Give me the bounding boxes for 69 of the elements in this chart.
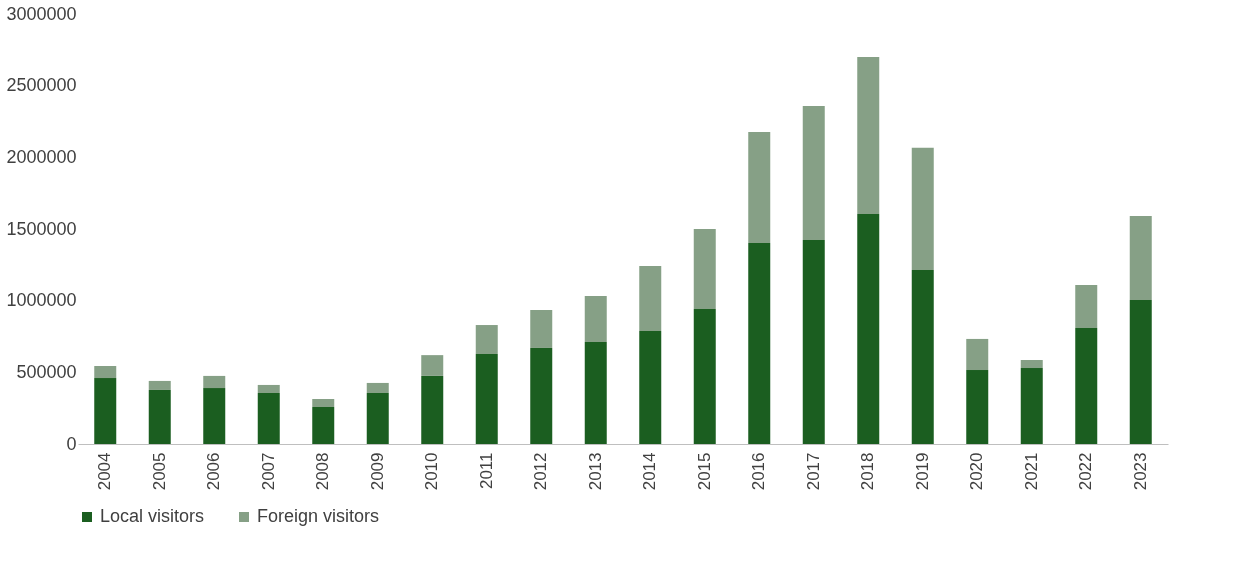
x-tick-label: 2008 xyxy=(313,452,333,491)
bar xyxy=(94,378,117,444)
bar xyxy=(802,105,825,240)
x-tick-label: 2019 xyxy=(912,452,932,491)
bar xyxy=(748,242,771,444)
bar xyxy=(639,330,662,444)
x-tick-label: 2014 xyxy=(640,452,660,491)
bar xyxy=(693,229,716,309)
x-tick-label: 2021 xyxy=(1021,452,1041,491)
bar xyxy=(857,213,880,444)
x-tick-label: 2015 xyxy=(694,452,714,491)
y-tick-label: 2000000 xyxy=(6,146,77,167)
y-tick-label: 1000000 xyxy=(6,290,77,311)
bar xyxy=(203,388,226,444)
bar xyxy=(475,353,498,444)
x-tick-label: 2017 xyxy=(803,452,823,491)
y-tick-label: 2500000 xyxy=(6,75,77,96)
bar xyxy=(748,131,771,243)
bar xyxy=(257,384,280,393)
bar xyxy=(802,239,825,444)
bar xyxy=(1129,215,1152,300)
y-tick-label: 3000000 xyxy=(6,3,77,24)
x-tick-label: 2018 xyxy=(858,452,878,491)
bar xyxy=(857,57,880,214)
x-tick-label: 2012 xyxy=(531,452,551,491)
bar xyxy=(366,392,389,444)
bar xyxy=(1075,284,1098,328)
bar xyxy=(584,295,607,342)
x-tick-label: 2004 xyxy=(95,452,115,491)
x-tick-label: 2006 xyxy=(204,452,224,491)
bar xyxy=(421,355,444,376)
bar xyxy=(966,338,989,371)
bar xyxy=(1129,299,1152,444)
bar xyxy=(94,366,117,379)
bar xyxy=(530,309,553,348)
x-tick-label: 2023 xyxy=(1130,452,1150,491)
y-tick-label: 0 xyxy=(66,433,77,454)
x-tick-label: 2011 xyxy=(476,452,496,490)
x-tick-label: 2013 xyxy=(585,452,605,491)
x-tick-label: 2009 xyxy=(367,452,387,491)
bar xyxy=(257,392,280,444)
bar xyxy=(203,375,226,389)
x-tick-label: 2020 xyxy=(967,452,987,491)
y-tick-label: 500000 xyxy=(16,361,77,382)
legend-label: Foreign visitors xyxy=(257,506,380,526)
bar xyxy=(911,269,934,444)
bar xyxy=(366,382,389,393)
bar xyxy=(1020,368,1043,444)
bar xyxy=(312,398,335,408)
bar xyxy=(639,265,662,331)
bar xyxy=(966,370,989,444)
x-tick-label: 2010 xyxy=(422,452,442,491)
bar xyxy=(911,147,934,270)
bar xyxy=(421,375,444,444)
bar xyxy=(1020,360,1043,369)
bar xyxy=(148,380,171,390)
bar xyxy=(148,389,171,444)
y-tick-label: 1500000 xyxy=(6,218,77,239)
bar xyxy=(693,308,716,444)
x-tick-label: 2005 xyxy=(149,452,169,491)
x-tick-label: 2022 xyxy=(1076,452,1096,491)
bar xyxy=(584,341,607,444)
bar xyxy=(1075,327,1098,444)
x-tick-label: 2007 xyxy=(258,452,278,491)
legend-label: Local visitors xyxy=(100,506,205,526)
bar xyxy=(530,347,553,444)
bar xyxy=(312,407,335,444)
x-tick-label: 2016 xyxy=(749,452,769,491)
bar xyxy=(475,325,498,354)
